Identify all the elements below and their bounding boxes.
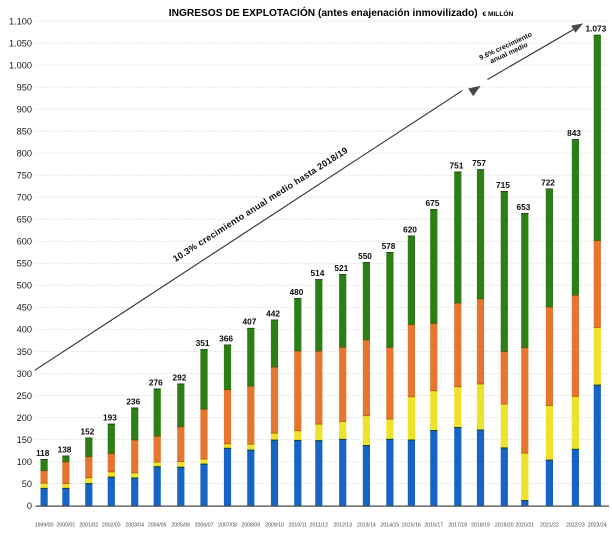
svg-text:1.000: 1.000 xyxy=(9,61,32,71)
svg-text:276: 276 xyxy=(149,377,163,387)
svg-text:521: 521 xyxy=(334,263,348,273)
svg-text:118: 118 xyxy=(36,448,50,458)
svg-text:2006/07: 2006/07 xyxy=(195,523,214,529)
svg-text:675: 675 xyxy=(425,198,439,208)
svg-text:2020/21: 2020/21 xyxy=(515,523,534,529)
svg-text:50: 50 xyxy=(22,479,32,489)
svg-text:351: 351 xyxy=(196,338,210,348)
svg-text:2013/14: 2013/14 xyxy=(357,523,376,529)
svg-text:150: 150 xyxy=(17,435,32,445)
svg-text:2015/16: 2015/16 xyxy=(402,523,421,529)
svg-text:578: 578 xyxy=(382,241,396,251)
svg-text:900: 900 xyxy=(17,105,32,115)
svg-text:2001/02: 2001/02 xyxy=(79,523,98,529)
svg-text:950: 950 xyxy=(17,83,32,93)
svg-text:550: 550 xyxy=(358,251,372,261)
svg-text:450: 450 xyxy=(17,303,32,313)
svg-text:INGRESOS DE EXPLOTACIÓN (antes: INGRESOS DE EXPLOTACIÓN (antes enajenaci… xyxy=(169,6,514,19)
svg-text:2017/18: 2017/18 xyxy=(448,523,467,529)
svg-text:2010/11: 2010/11 xyxy=(289,523,307,529)
svg-text:2003/04: 2003/04 xyxy=(125,523,144,529)
svg-text:2002/03: 2002/03 xyxy=(102,523,121,529)
svg-text:250: 250 xyxy=(17,391,32,401)
svg-text:236: 236 xyxy=(126,396,140,406)
svg-text:350: 350 xyxy=(17,347,32,357)
svg-text:2018/19: 2018/19 xyxy=(471,523,490,529)
svg-text:200: 200 xyxy=(17,413,32,423)
svg-text:500: 500 xyxy=(17,281,32,291)
svg-text:620: 620 xyxy=(403,224,417,234)
svg-text:1.050: 1.050 xyxy=(9,39,32,49)
svg-text:2009/10: 2009/10 xyxy=(265,523,284,529)
svg-text:751: 751 xyxy=(449,160,463,170)
svg-text:400: 400 xyxy=(17,325,32,335)
svg-text:407: 407 xyxy=(242,317,256,327)
svg-text:442: 442 xyxy=(266,308,280,318)
svg-text:700: 700 xyxy=(17,193,32,203)
svg-text:2016/17: 2016/17 xyxy=(424,523,443,529)
svg-text:2008/09: 2008/09 xyxy=(241,523,260,529)
svg-text:2007/08: 2007/08 xyxy=(218,523,237,529)
svg-text:653: 653 xyxy=(516,202,530,212)
svg-text:2005/06: 2005/06 xyxy=(171,523,190,529)
svg-text:2019/20: 2019/20 xyxy=(495,523,514,529)
svg-text:2014/15: 2014/15 xyxy=(381,523,400,529)
svg-text:757: 757 xyxy=(472,158,486,168)
svg-text:715: 715 xyxy=(496,180,510,190)
svg-text:1999/00: 1999/00 xyxy=(35,523,54,529)
svg-text:152: 152 xyxy=(80,426,94,436)
svg-text:2021/22: 2021/22 xyxy=(540,523,559,529)
svg-text:800: 800 xyxy=(17,149,32,159)
svg-text:722: 722 xyxy=(541,177,555,187)
svg-text:2012/13: 2012/13 xyxy=(333,523,352,529)
svg-text:193: 193 xyxy=(103,413,117,423)
svg-text:750: 750 xyxy=(17,171,32,181)
svg-text:600: 600 xyxy=(17,237,32,247)
svg-text:366: 366 xyxy=(219,333,233,343)
svg-text:2011/12: 2011/12 xyxy=(310,523,328,529)
svg-text:300: 300 xyxy=(17,369,32,379)
svg-text:2023/24: 2023/24 xyxy=(588,523,607,529)
svg-text:0: 0 xyxy=(27,501,32,511)
svg-text:850: 850 xyxy=(17,127,32,137)
svg-text:514: 514 xyxy=(310,268,324,278)
svg-text:2000/01: 2000/01 xyxy=(57,523,76,529)
svg-text:100: 100 xyxy=(17,457,32,467)
svg-text:2022/23: 2022/23 xyxy=(566,523,585,529)
svg-text:292: 292 xyxy=(172,372,186,382)
svg-text:843: 843 xyxy=(567,128,581,138)
svg-text:650: 650 xyxy=(17,215,32,225)
svg-text:1.100: 1.100 xyxy=(9,17,32,27)
svg-text:2004/05: 2004/05 xyxy=(148,523,167,529)
svg-text:138: 138 xyxy=(58,444,72,454)
svg-text:1.073: 1.073 xyxy=(586,24,607,34)
svg-text:550: 550 xyxy=(17,259,32,269)
svg-text:480: 480 xyxy=(289,287,303,297)
